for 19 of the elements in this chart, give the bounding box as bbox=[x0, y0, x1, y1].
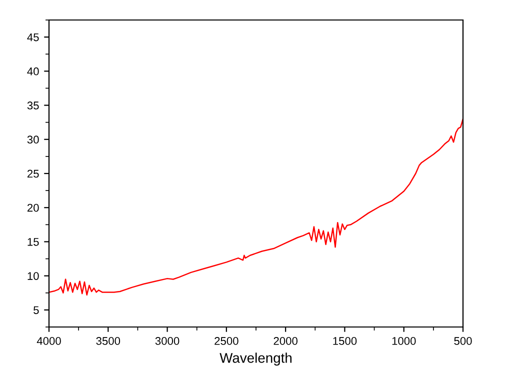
x-tick-label: 1500 bbox=[333, 337, 357, 345]
x-tick-label: 2000 bbox=[274, 337, 298, 345]
y-tick-label: 30 bbox=[27, 136, 39, 144]
x-tick-label: 3500 bbox=[96, 337, 120, 345]
y-tick-label: 10 bbox=[28, 272, 39, 280]
y-tick-label: 20 bbox=[27, 204, 39, 212]
y-tick-label: 45 bbox=[27, 33, 39, 42]
y-tick-label: 15 bbox=[28, 238, 39, 246]
x-tick-label: 500 bbox=[454, 337, 472, 345]
x-tick-label: 4000 bbox=[36, 337, 61, 345]
x-tick-label: 2500 bbox=[214, 337, 238, 345]
x-tick-label: 1000 bbox=[392, 337, 416, 345]
x-axis-title: Wavelength bbox=[220, 352, 292, 366]
y-tick-label: 5 bbox=[34, 306, 39, 314]
y-tick-label: 40 bbox=[27, 67, 39, 76]
y-tick-label: 25 bbox=[27, 170, 39, 178]
x-tick-label: 3000 bbox=[155, 337, 180, 345]
y-tick-label: 35 bbox=[27, 102, 39, 110]
line-series bbox=[49, 118, 463, 296]
